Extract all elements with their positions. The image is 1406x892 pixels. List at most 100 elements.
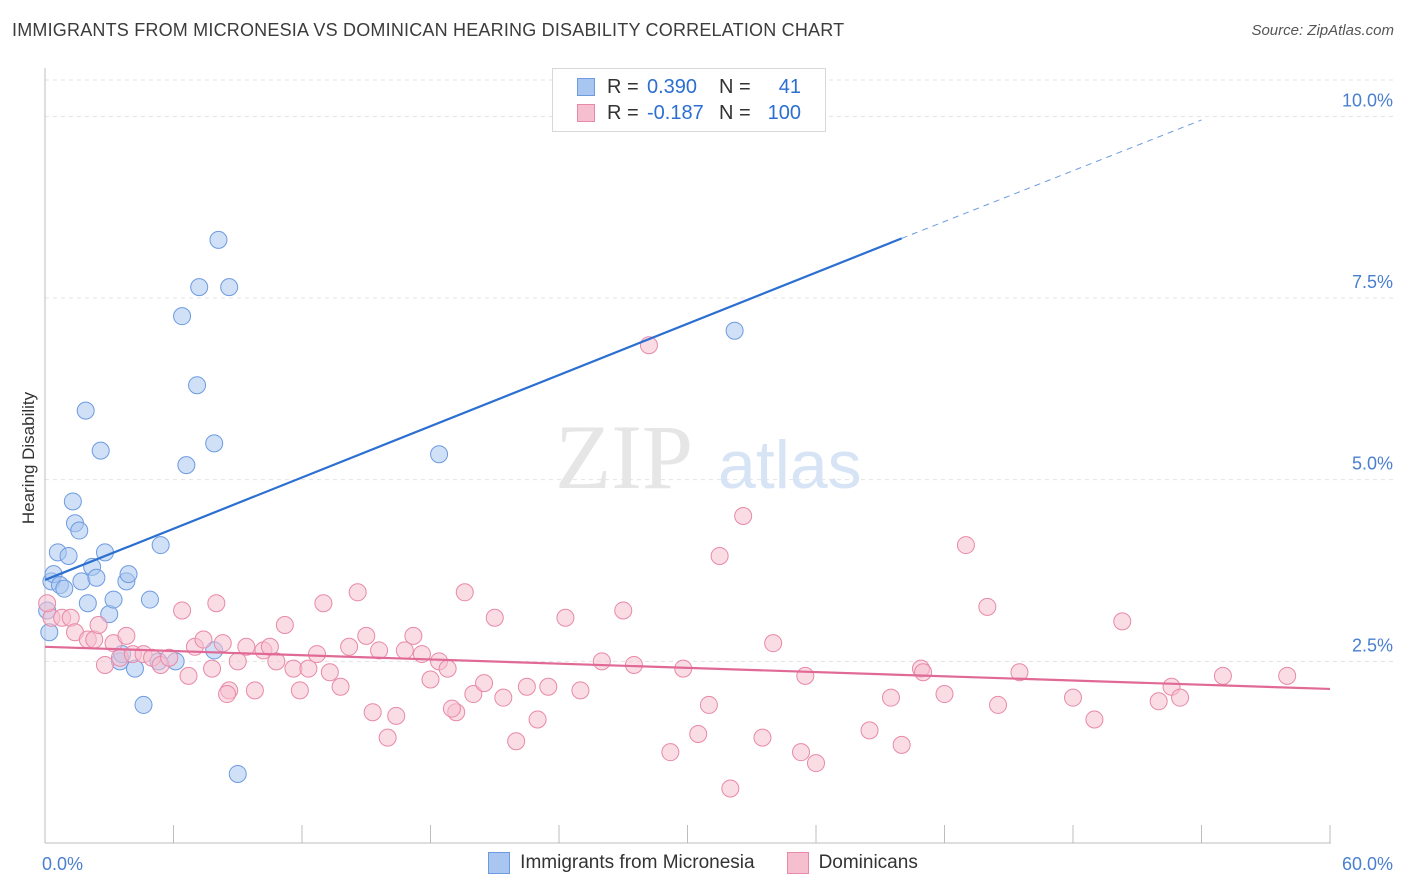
data-point-dominicans: [710, 546, 729, 565]
data-point-dominicans: [370, 641, 389, 660]
legend-label: Dominicans: [818, 852, 918, 873]
data-point-micronesia: [205, 434, 224, 453]
data-point-dominicans: [284, 659, 303, 678]
data-point-micronesia: [134, 695, 153, 714]
data-point-dominicans: [421, 670, 440, 689]
legend-swatch-pink: [577, 104, 595, 122]
data-point-micronesia: [63, 492, 82, 511]
n-value: 100: [767, 101, 801, 124]
data-point-micronesia: [140, 590, 159, 609]
data-point-dominicans: [442, 699, 461, 718]
axes: [44, 68, 1331, 844]
x-tick-label: 0.0%: [42, 854, 83, 874]
r-label: R =: [607, 101, 639, 124]
data-point-micronesia: [173, 307, 192, 326]
data-point-dominicans: [571, 681, 590, 700]
data-point-dominicans: [1064, 688, 1082, 707]
n-value: 41: [778, 75, 801, 98]
data-point-dominicans: [494, 688, 513, 707]
y-tick-label: 5.0%: [1352, 454, 1393, 474]
data-point-dominicans: [363, 703, 382, 722]
data-point-dominicans: [721, 779, 740, 798]
data-point-micronesia: [104, 590, 123, 609]
data-point-dominicans: [1010, 663, 1029, 682]
data-point-dominicans: [517, 677, 536, 696]
data-point-dominicans: [89, 616, 108, 634]
data-point-dominicans: [734, 507, 753, 525]
data-point-dominicans: [528, 710, 547, 729]
data-point-dominicans: [860, 721, 879, 740]
data-point-dominicans: [340, 637, 359, 656]
data-point-dominicans: [290, 681, 309, 700]
data-point-dominicans: [539, 677, 558, 696]
data-point-dominicans: [404, 626, 423, 645]
data-point-dominicans: [237, 637, 256, 656]
data-point-micronesia: [70, 521, 89, 540]
data-point-micronesia: [76, 401, 95, 420]
data-point-dominicans: [881, 688, 900, 707]
grid-lines: [45, 79, 1393, 662]
data-point-dominicans: [1278, 666, 1297, 685]
data-point-micronesia: [119, 565, 138, 584]
data-point-dominicans: [194, 630, 213, 649]
y-tick-label: 10.0%: [1342, 90, 1393, 110]
data-point-dominicans: [213, 634, 232, 653]
data-point-dominicans: [914, 663, 933, 682]
data-point-dominicans: [956, 536, 975, 555]
data-point-micronesia: [59, 546, 78, 565]
watermark: ZIP atlas: [555, 406, 862, 508]
r-value: 0.390: [647, 75, 698, 98]
legend-item-dominicans: Dominicans: [786, 852, 918, 874]
legend-swatch-pink: [786, 852, 809, 874]
legend-item-micronesia: Immigrants from Micronesia: [488, 852, 755, 874]
data-point-micronesia: [220, 278, 239, 297]
trend-line-micronesia: [44, 237, 903, 581]
data-point-micronesia: [228, 764, 247, 783]
data-point-dominicans: [438, 659, 457, 678]
data-point-dominicans: [485, 608, 504, 627]
trend-line-dominicans: [44, 645, 1331, 691]
data-point-micronesia: [188, 376, 207, 395]
data-point-dominicans: [267, 652, 286, 671]
watermark-atlas: atlas: [718, 427, 862, 503]
data-point-dominicans: [455, 583, 474, 602]
data-point-micronesia: [87, 568, 106, 587]
trend-lines: [44, 119, 1331, 691]
data-point-dominicans: [935, 685, 954, 704]
data-point-micronesia: [177, 456, 196, 475]
data-point-dominicans: [464, 685, 483, 704]
data-point-dominicans: [357, 626, 376, 645]
y-tick-label: 2.5%: [1352, 635, 1393, 655]
legend-row-micronesia: R = 0.390 N = 41: [577, 75, 801, 99]
data-point-dominicans: [1213, 666, 1232, 685]
data-point-dominicans: [661, 743, 680, 762]
data-point-dominicans: [614, 601, 633, 620]
y-tick-label: 7.5%: [1352, 272, 1393, 292]
data-point-dominicans: [245, 681, 264, 700]
data-point-dominicans: [978, 597, 997, 616]
data-point-dominicans: [160, 648, 179, 667]
tick-labels: 2.5% 5.0% 7.5% 10.0% 0.0% 60.0%: [42, 90, 1393, 874]
data-point-dominicans: [689, 725, 708, 743]
correlation-legend: R = 0.390 N = 41 R = -0.187 N = 100: [552, 68, 826, 132]
data-point-dominicans: [320, 663, 339, 682]
data-point-micronesia: [151, 536, 170, 555]
data-point-dominicans: [1085, 710, 1104, 729]
data-point-micronesia: [725, 321, 744, 340]
r-label: R =: [607, 75, 639, 98]
data-point-micronesia: [430, 445, 449, 464]
source-credit: Source: ZipAtlas.com: [1251, 22, 1394, 39]
data-point-dominicans: [796, 666, 815, 685]
n-label: N =: [719, 101, 751, 124]
watermark-zip: ZIP: [555, 406, 693, 508]
data-point-dominicans: [95, 655, 114, 674]
data-point-dominicans: [1149, 692, 1168, 711]
data-point-micronesia: [190, 278, 209, 297]
data-point-dominicans: [218, 685, 237, 704]
data-point-dominicans: [1171, 688, 1190, 707]
data-point-dominicans: [792, 743, 811, 762]
data-point-dominicans: [699, 695, 718, 714]
data-point-micronesia: [209, 230, 228, 249]
x-tick-label: 60.0%: [1342, 854, 1393, 874]
